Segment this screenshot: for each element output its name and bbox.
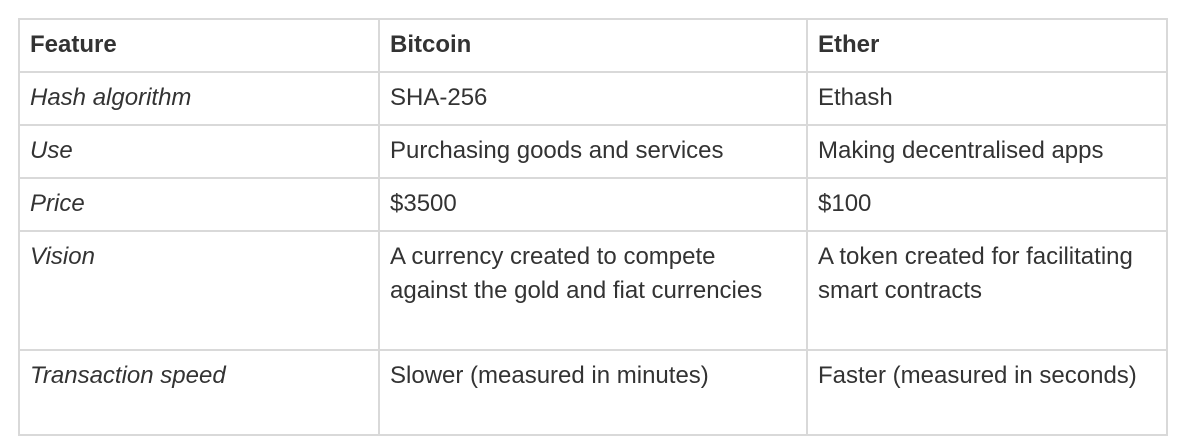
table-row: Price $3500 $100 [18, 177, 1168, 232]
feature-cell: Price [18, 177, 380, 232]
bitcoin-cell: Slower (measured in minutes) [378, 349, 808, 436]
feature-cell: Hash algorithm [18, 71, 380, 126]
bitcoin-cell: SHA-256 [378, 71, 808, 126]
ether-cell: Making decentralised apps [806, 124, 1168, 179]
table-header-row: Feature Bitcoin Ether [18, 18, 1168, 73]
table-row: Hash algorithm SHA-256 Ethash [18, 71, 1168, 126]
bitcoin-cell: A currency created to compete against th… [378, 230, 808, 351]
header-ether: Ether [806, 18, 1168, 73]
ether-cell: $100 [806, 177, 1168, 232]
comparison-table-container: Feature Bitcoin Ether Hash algorithm SHA… [18, 18, 1168, 436]
bitcoin-cell: $3500 [378, 177, 808, 232]
feature-cell: Vision [18, 230, 380, 351]
header-feature: Feature [18, 18, 380, 73]
ether-cell: A token created for facilitating smart c… [806, 230, 1168, 351]
header-bitcoin: Bitcoin [378, 18, 808, 73]
feature-cell: Transaction speed [18, 349, 380, 436]
bitcoin-cell: Purchasing goods and services [378, 124, 808, 179]
table-row: Vision A currency created to compete aga… [18, 230, 1168, 351]
ether-cell: Ethash [806, 71, 1168, 126]
ether-cell: Faster (measured in seconds) [806, 349, 1168, 436]
comparison-table: Feature Bitcoin Ether Hash algorithm SHA… [18, 18, 1168, 436]
table-row: Use Purchasing goods and services Making… [18, 124, 1168, 179]
table-row: Transaction speed Slower (measured in mi… [18, 349, 1168, 436]
feature-cell: Use [18, 124, 380, 179]
